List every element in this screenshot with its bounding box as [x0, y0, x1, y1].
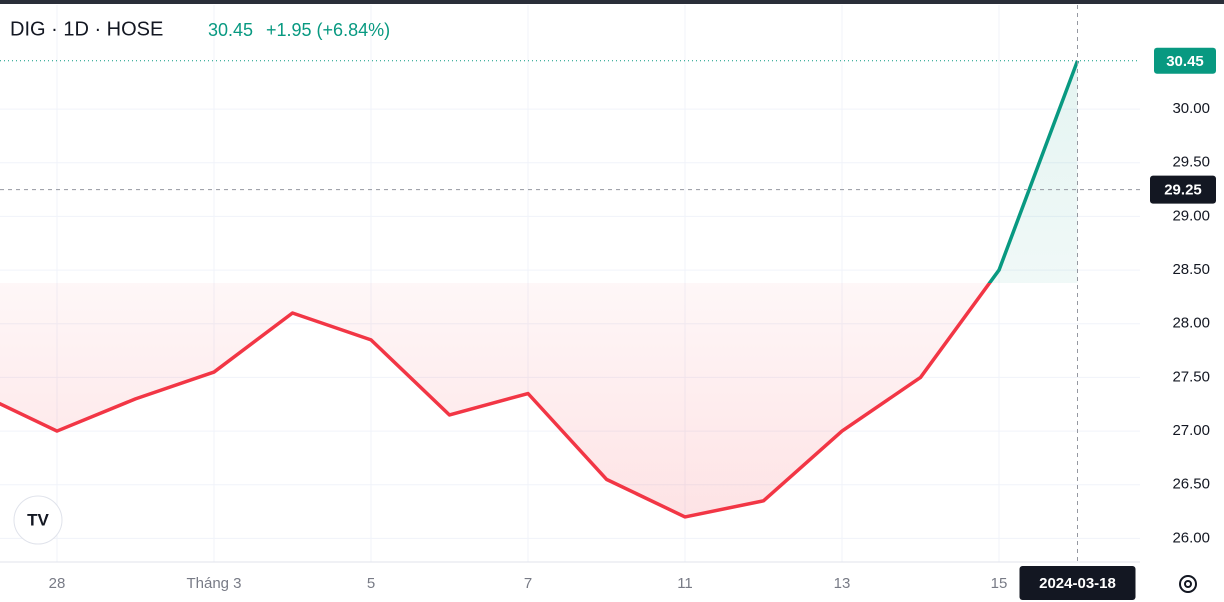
y-tick-label: 28.50 — [1172, 261, 1210, 278]
x-tick-label: Tháng 3 — [186, 575, 241, 592]
line-down — [0, 282, 992, 519]
y-tick-label: 30.00 — [1172, 100, 1210, 117]
y-tick-label: 27.50 — [1172, 368, 1210, 385]
symbol: DIG · 1D · HOSE — [10, 18, 163, 40]
y-tick-label: 26.00 — [1172, 529, 1210, 546]
x-tick-label: 11 — [677, 575, 693, 592]
change: +1.95 (+6.84%) — [266, 20, 390, 40]
crosshair-x-label: 2024-03-18 — [1039, 575, 1116, 592]
y-tick-label: 28.00 — [1172, 315, 1210, 332]
y-tick-label: 29.50 — [1172, 154, 1210, 171]
x-tick-label: 5 — [367, 575, 375, 592]
crosshair-y-label: 29.25 — [1164, 182, 1202, 199]
x-tick-label: 28 — [49, 575, 66, 592]
settings-button[interactable] — [1179, 575, 1197, 593]
crosshair-x-box — [1019, 566, 1136, 600]
area-down — [0, 282, 990, 517]
price: 30.45 — [208, 20, 253, 40]
y-tick-label: 26.50 — [1172, 476, 1210, 493]
tv-logo[interactable]: TV — [13, 495, 63, 545]
x-tick-label: 13 — [834, 575, 851, 592]
overlay: 29.25 2024-03-18 30.45 — [0, 5, 1216, 600]
last-price-label: 30.45 — [1166, 53, 1204, 70]
y-tick-label: 27.00 — [1172, 422, 1210, 439]
svg-text:TV: TV — [27, 510, 49, 529]
y-tick-label: 29.00 — [1172, 207, 1210, 224]
top-bar — [0, 0, 1224, 4]
crosshair-y-box — [1150, 175, 1216, 204]
x-tick-label: 15 — [991, 575, 1008, 592]
last-price-box — [1154, 47, 1216, 74]
x-tick-label: 7 — [524, 575, 532, 592]
plot-area — [0, 60, 1080, 519]
